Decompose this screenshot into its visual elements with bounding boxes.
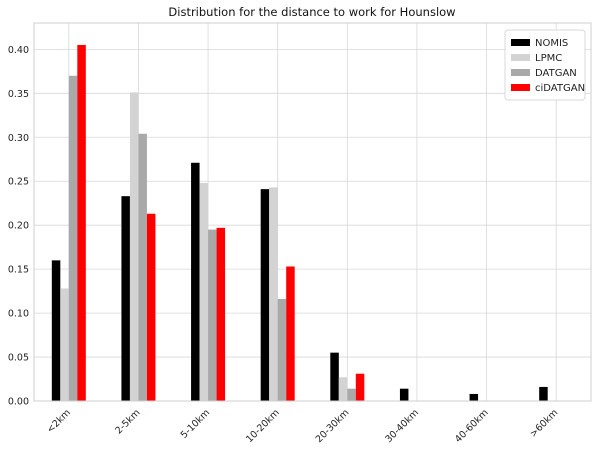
- legend-swatch-datgan: [511, 69, 530, 76]
- bar-cidatgan-0: [77, 44, 86, 401]
- x-tick-label: 30-40km: [383, 407, 421, 445]
- bar-lpmc-4: [338, 377, 348, 401]
- legend-label-nomis: NOMIS: [535, 38, 568, 49]
- x-tick-label: 20-30km: [314, 407, 352, 445]
- y-tick-label: 0.25: [8, 177, 29, 188]
- bar-nomis-3: [260, 189, 270, 401]
- bar-datgan-0: [68, 75, 78, 401]
- bars: [51, 44, 548, 402]
- bar-datgan-1: [138, 133, 147, 401]
- bar-datgan-2: [208, 229, 217, 401]
- bar-nomis-1: [121, 196, 130, 401]
- legend-swatch-nomis: [511, 39, 530, 46]
- legend-label-lpmc: LPMC: [535, 53, 562, 64]
- y-tick-label: 0.05: [8, 353, 29, 364]
- legend: NOMIS LPMC DATGAN ciDATGAN: [504, 29, 586, 101]
- y-tick-label: 0.35: [8, 89, 29, 100]
- bar-cidatgan-4: [355, 373, 365, 401]
- bar-nomis-7: [539, 386, 548, 401]
- y-tick-label: 0.00: [8, 397, 29, 408]
- y-tick-label: 0.30: [8, 133, 29, 144]
- legend-swatch-cidatgan: [511, 84, 530, 91]
- y-tick-label: 0.10: [8, 309, 29, 320]
- bar-lpmc-3: [269, 187, 278, 401]
- y-tick-label: 0.20: [8, 221, 29, 232]
- x-tick-label: 10-20km: [244, 407, 282, 445]
- bar-nomis-4: [330, 352, 339, 401]
- x-tick-label: <2km: [45, 407, 73, 435]
- bar-cidatgan-1: [146, 213, 156, 401]
- bar-cidatgan-3: [286, 266, 295, 401]
- y-tick-label: 0.40: [8, 45, 29, 56]
- chart-title: Distribution for the distance to work fo…: [168, 5, 455, 19]
- x-tick-label: >60km: [528, 407, 560, 439]
- bar-nomis-0: [51, 260, 61, 401]
- bar-nomis-5: [399, 388, 409, 401]
- legend-swatch-lpmc: [511, 54, 530, 61]
- bar-datgan-4: [347, 388, 356, 401]
- bar-nomis-2: [191, 162, 200, 401]
- bar-lpmc-1: [129, 92, 139, 402]
- y-tick-label: 0.15: [8, 265, 29, 276]
- bar-lpmc-0: [60, 288, 69, 401]
- x-tick-label: 2-5km: [113, 407, 142, 436]
- bar-cidatgan-2: [216, 227, 226, 401]
- bar-nomis-6: [469, 393, 479, 401]
- plot-frame: [33, 22, 592, 402]
- x-tick-label: 40-60km: [453, 407, 491, 445]
- x-tick-label: 5-10km: [179, 407, 212, 440]
- bar-lpmc-2: [199, 182, 209, 401]
- legend-box: [504, 29, 586, 101]
- bar-datgan-3: [277, 299, 287, 401]
- legend-label-datgan: DATGAN: [535, 68, 577, 79]
- legend-label-cidatgan: ciDATGAN: [535, 83, 585, 94]
